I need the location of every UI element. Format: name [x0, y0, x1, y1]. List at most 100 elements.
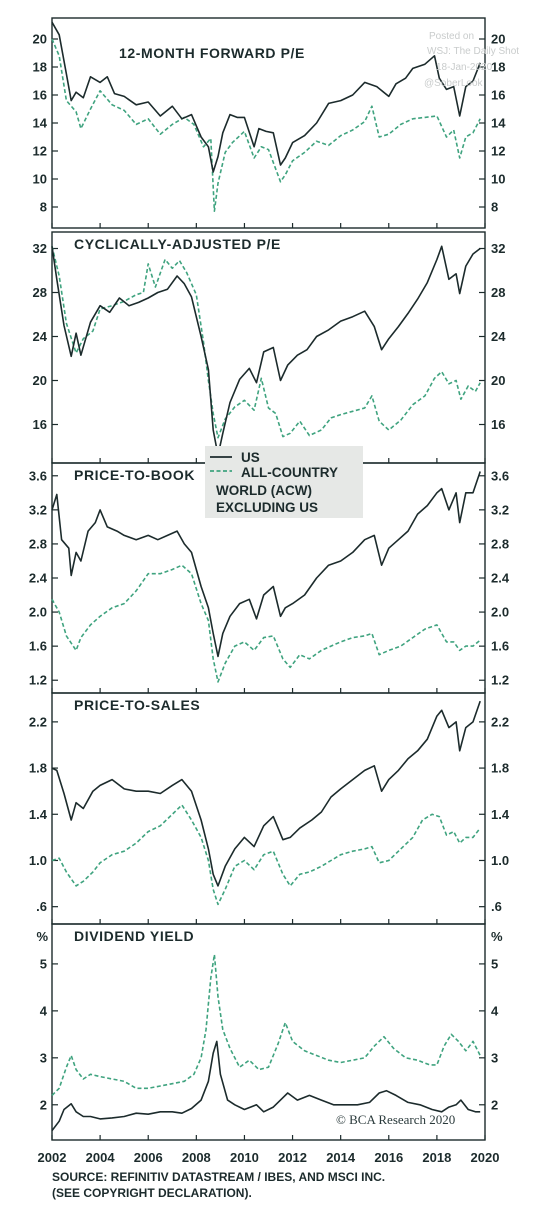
y-tick-label-left: 1.2 — [29, 673, 47, 688]
y-tick-label-right: 2.0 — [491, 605, 509, 620]
x-tick-label: 2020 — [471, 1150, 500, 1165]
panel-title: 12-MONTH FORWARD P/E — [119, 45, 305, 61]
y-tick-label-right: 3.6 — [491, 468, 509, 483]
y-tick-label-right: 1.0 — [491, 853, 509, 868]
y-tick-label-right: 1.2 — [491, 673, 509, 688]
y-tick-label-right: 20 — [491, 373, 505, 388]
y-tick-label-left: 4 — [40, 1003, 48, 1018]
y-tick-label-left: 18 — [33, 60, 47, 75]
y-tick-label-left: 1.6 — [29, 639, 47, 654]
acw-series-line — [51, 804, 481, 906]
y-tick-label-left: 2.8 — [29, 536, 47, 551]
y-tick-label-right: 3.2 — [491, 502, 509, 517]
x-tick-label: 2018 — [422, 1150, 451, 1165]
x-tick-label: 2002 — [38, 1150, 67, 1165]
y-tick-label-right: 1.8 — [491, 761, 509, 776]
source-line2: (SEE COPYRIGHT DECLARATION). — [52, 1186, 252, 1200]
y-tick-label-left: 16 — [33, 88, 47, 103]
panel-frame — [51, 923, 486, 1141]
y-tick-label-left: 12 — [33, 144, 47, 159]
acw-series-line — [51, 564, 481, 683]
unit-label-left: % — [36, 929, 48, 944]
y-tick-label-left: 3.2 — [29, 502, 47, 517]
y-tick-label-right: 2.4 — [491, 571, 510, 586]
panel-1: 8 8 10 10 12 12 14 14 16 16 18 18 20 20 12-MONTH FORWA… — [33, 17, 506, 229]
us-series-line — [51, 21, 481, 173]
y-tick-label-right: 16 — [491, 417, 505, 432]
x-tick-label: 2004 — [86, 1150, 116, 1165]
watermark-line3: 18-Jan-2020 — [436, 62, 493, 73]
y-tick-label-left: 1.0 — [29, 853, 47, 868]
watermark: Posted on WSJ: The Daily Shot 18-Jan-202… — [424, 31, 519, 89]
x-tick-label: 2008 — [182, 1150, 211, 1165]
y-tick-label-right: 2 — [491, 1097, 498, 1112]
y-tick-label-left: 28 — [33, 285, 47, 300]
y-tick-label-left: .6 — [36, 899, 47, 914]
watermark-line2: WSJ: The Daily Shot — [427, 46, 519, 57]
x-tick-label: 2012 — [278, 1150, 307, 1165]
y-tick-label-right: 18 — [491, 60, 505, 75]
panel-title: PRICE-TO-SALES — [74, 697, 200, 713]
y-tick-label-left: 2 — [40, 1097, 47, 1112]
x-tick-label: 2006 — [134, 1150, 163, 1165]
panel-title: CYCLICALLY-ADJUSTED P/E — [74, 236, 281, 252]
legend-us-label: US — [241, 450, 260, 465]
panel-title: DIVIDEND YIELD — [74, 928, 194, 944]
y-tick-label-right: 5 — [491, 956, 498, 971]
y-tick-label-left: 3 — [40, 1050, 47, 1065]
watermark-line1: Posted on — [429, 31, 474, 42]
y-tick-label-left: 2.0 — [29, 605, 47, 620]
unit-label-right: % — [491, 929, 503, 944]
us-series-line — [51, 245, 481, 457]
panel-frame — [51, 692, 486, 925]
us-series-line — [51, 1040, 481, 1132]
y-tick-label-right: 20 — [491, 32, 505, 47]
y-tick-label-left: 32 — [33, 241, 47, 256]
us-series-line — [51, 471, 481, 658]
watermark-line4: @SoberLook — [424, 78, 484, 89]
y-tick-label-right: .6 — [491, 899, 502, 914]
y-tick-label-right: 2.8 — [491, 536, 509, 551]
y-tick-label-left: 3.6 — [29, 468, 47, 483]
y-tick-label-left: 20 — [33, 32, 47, 47]
legend-acw-label-line3: EXCLUDING US — [216, 500, 318, 515]
source-line1: SOURCE: REFINITIV DATASTREAM / IBES, AND… — [52, 1170, 385, 1184]
y-tick-label-right: 2.2 — [491, 714, 509, 729]
y-tick-label-right: 1.6 — [491, 639, 509, 654]
x-tick-label: 2016 — [374, 1150, 403, 1165]
acw-series-line — [51, 953, 481, 1096]
y-tick-label-right: 4 — [491, 1003, 499, 1018]
y-tick-label-right: 24 — [491, 329, 506, 344]
legend: US ALL-COUNTRY WORLD (ACW) EXCLUDING US — [205, 446, 363, 518]
y-tick-label-left: 20 — [33, 373, 47, 388]
y-tick-label-right: 8 — [491, 200, 498, 215]
y-tick-label-left: 5 — [40, 956, 47, 971]
y-tick-label-left: 10 — [33, 172, 47, 187]
us-series-line — [51, 700, 481, 887]
y-tick-label-left: 16 — [33, 417, 47, 432]
y-tick-label-right: 16 — [491, 88, 505, 103]
y-tick-label-left: 8 — [40, 200, 47, 215]
y-tick-label-left: 2.4 — [29, 571, 48, 586]
panel-frame — [51, 231, 486, 464]
panel-4: .6 .6 1.0 1.0 1.4 1.4 1.8 1.8 2.2 2.2 PRICE-TO-SAL… — [29, 692, 510, 925]
legend-box — [205, 446, 363, 518]
y-tick-label-right: 14 — [491, 116, 506, 131]
y-tick-label-right: 3 — [491, 1050, 498, 1065]
bca-credit: © BCA Research 2020 — [336, 1112, 455, 1127]
y-tick-label-left: 14 — [33, 116, 48, 131]
panel-title: PRICE-TO-BOOK — [74, 467, 195, 483]
x-tick-label: 2014 — [326, 1150, 356, 1165]
y-tick-label-right: 28 — [491, 285, 505, 300]
y-tick-label-right: 12 — [491, 144, 505, 159]
panel-2: 16 16 20 20 24 24 28 28 32 32 CYCLICALLY-ADJUSTED … — [33, 231, 506, 464]
y-tick-label-left: 24 — [33, 329, 48, 344]
panel-5: 2 2 3 3 4 4 5 5 2002 2004 2006 2008 2010 2012 2014 2016… — [36, 923, 503, 1165]
legend-acw-label-line1: ALL-COUNTRY — [241, 465, 338, 480]
y-tick-label-left: 1.4 — [29, 807, 48, 822]
y-tick-label-right: 32 — [491, 241, 505, 256]
acw-series-line — [51, 246, 481, 439]
y-tick-label-left: 1.8 — [29, 761, 47, 776]
y-tick-label-right: 10 — [491, 172, 505, 187]
